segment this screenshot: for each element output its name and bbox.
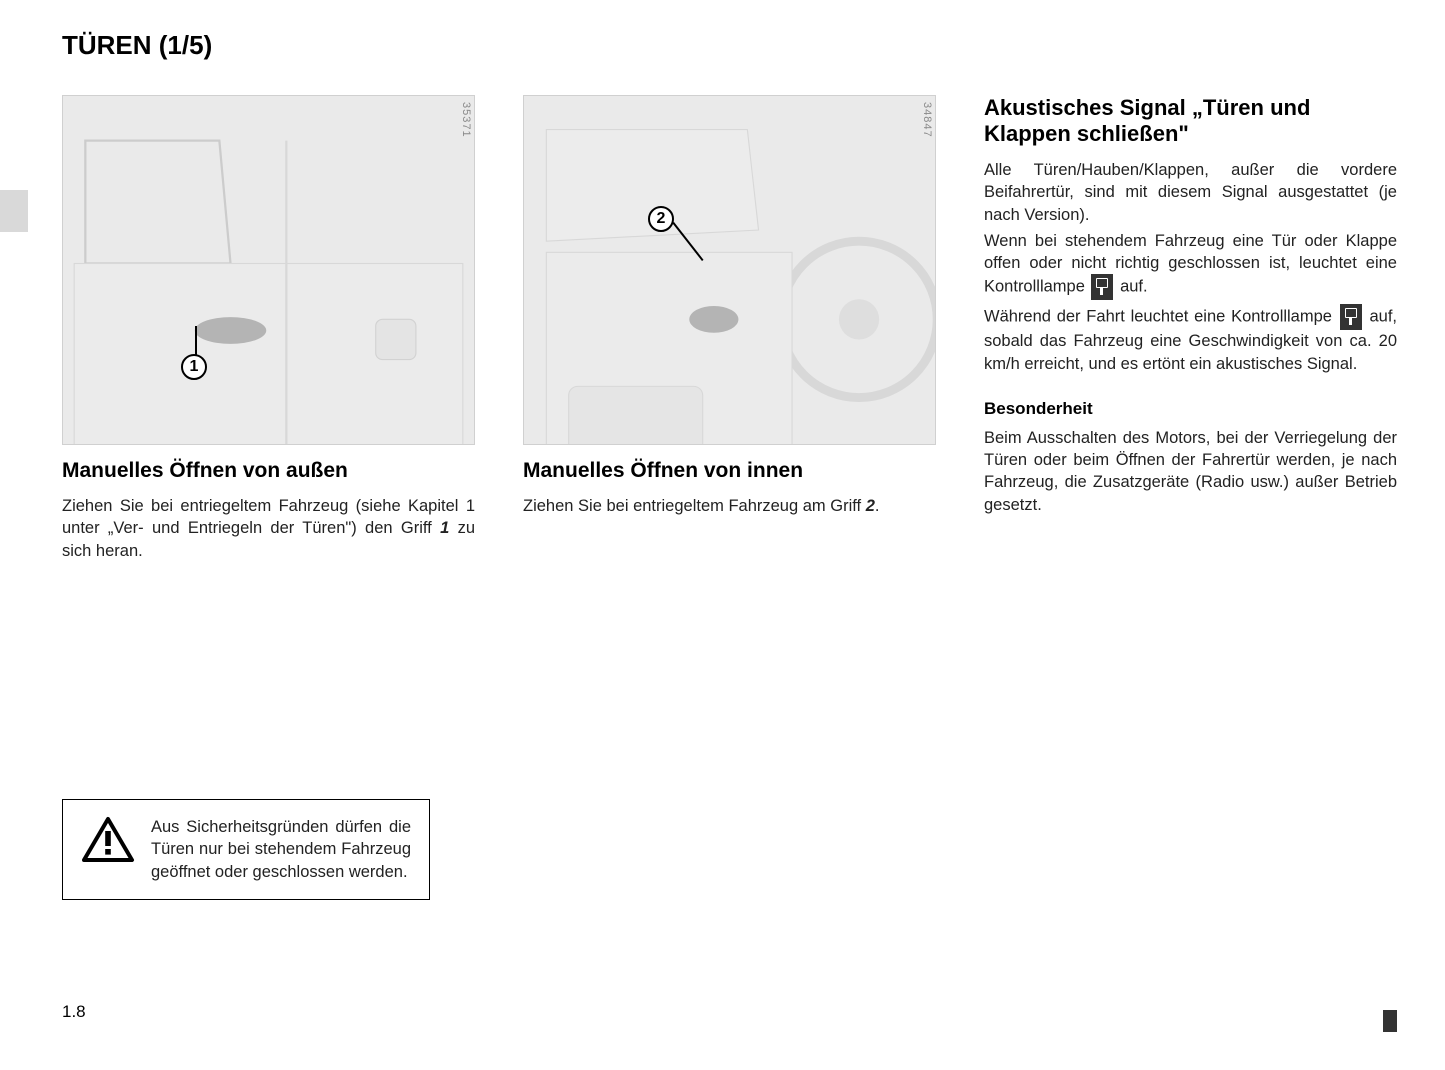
figure-interior-door: 34847 2: [523, 95, 936, 445]
door-open-warning-icon: [1340, 304, 1362, 330]
sub-heading-special: Besonderheit: [984, 399, 1397, 419]
text: Während der Fahrt leuchtet eine Kontroll…: [984, 308, 1338, 326]
vehicle-interior-sketch: [524, 96, 935, 445]
paragraph-outside: Ziehen Sie bei entriegeltem Fahrzeug (si…: [62, 495, 475, 562]
text: Wenn bei stehendem Fahrzeug eine Tür ode…: [984, 232, 1397, 296]
page-edge-marker: [1383, 1010, 1397, 1032]
page-title: TÜREN (1/5): [62, 30, 1397, 61]
handle-ref-2: 2: [866, 497, 875, 515]
callout-2: 2: [648, 206, 674, 232]
section-heading-inside: Manuelles Öffnen von innen: [523, 459, 936, 483]
warning-text: Aus Sicherheitsgründen dürfen die Türen …: [151, 816, 411, 883]
column-1: 35371 1 Manuelles Öffnen von außen Ziehe…: [62, 95, 475, 562]
vehicle-exterior-sketch: [63, 96, 474, 445]
text: Ziehen Sie bei entriegeltem Fahrzeug (si…: [62, 497, 475, 537]
figure-exterior-door: 35371 1: [62, 95, 475, 445]
warning-triangle-icon: [81, 816, 135, 864]
callout-label: 2: [657, 210, 666, 228]
section-heading-outside: Manuelles Öffnen von außen: [62, 459, 475, 483]
callout-label: 1: [190, 358, 199, 376]
paragraph-special: Beim Ausschalten des Motors, bei der Ver…: [984, 427, 1397, 516]
paragraph-signal-2: Wenn bei stehendem Fahrzeug eine Tür ode…: [984, 230, 1397, 301]
paragraph-signal-1: Alle Türen/Hauben/Klappen, außer die vor…: [984, 159, 1397, 226]
page-number: 1.8: [62, 1002, 86, 1022]
warning-box: Aus Sicherheitsgründen dürfen die Türen …: [62, 799, 430, 900]
text: .: [875, 497, 880, 515]
text: Ziehen Sie bei entriegeltem Fahrzeug am …: [523, 497, 866, 515]
figure-id-label: 35371: [460, 102, 472, 138]
column-2: 34847 2 Manuelles Öffnen von innen Ziehe…: [523, 95, 936, 562]
paragraph-signal-3: Während der Fahrt leuchtet eine Kontroll…: [984, 304, 1397, 375]
content-columns: 35371 1 Manuelles Öffnen von außen Ziehe…: [62, 95, 1397, 562]
handle-ref-1: 1: [440, 519, 449, 537]
side-tab: [0, 190, 28, 232]
text: auf.: [1115, 278, 1147, 296]
paragraph-inside: Ziehen Sie bei entriegeltem Fahrzeug am …: [523, 495, 936, 517]
figure-id-label: 34847: [921, 102, 933, 138]
door-open-warning-icon: [1091, 274, 1113, 300]
section-heading-signal: Akustisches Signal „Türen und Klappen sc…: [984, 95, 1397, 147]
callout-1: 1: [181, 354, 207, 380]
column-3: Akustisches Signal „Türen und Klappen sc…: [984, 95, 1397, 562]
